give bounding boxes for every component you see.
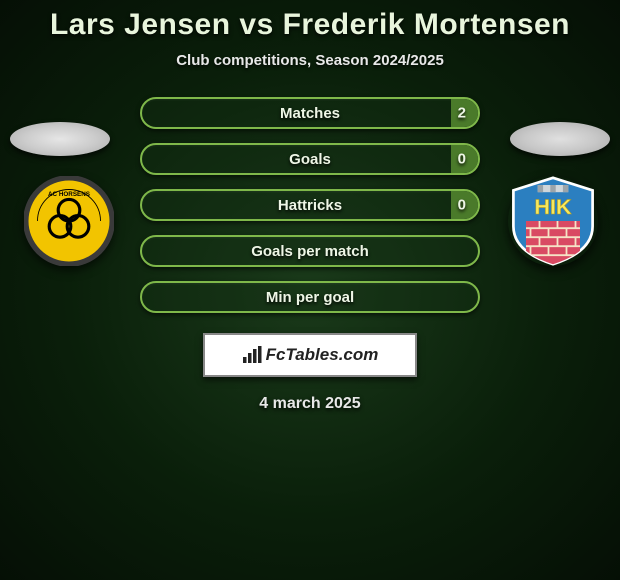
brand-logo: FcTables.com [242, 345, 379, 365]
brand-text: FcTables.com [266, 345, 379, 365]
stat-label: Goals [289, 151, 331, 168]
stat-row-hattricks: Hattricks 0 [140, 189, 480, 221]
club-right-badge: HIK [508, 176, 598, 266]
stat-value-right: 2 [458, 105, 466, 122]
stat-label: Min per goal [266, 289, 354, 306]
svg-text:HIK: HIK [534, 194, 572, 219]
stat-label: Hattricks [278, 197, 342, 214]
player-right-avatar [510, 122, 610, 156]
stat-row-min-per-goal: Min per goal [140, 281, 480, 313]
stat-label: Matches [280, 105, 340, 122]
stat-value-right: 0 [458, 197, 466, 214]
stat-label: Goals per match [251, 243, 369, 260]
page-title: Lars Jensen vs Frederik Mortensen [0, 0, 620, 42]
stats-container: Matches 2 Goals 0 Hattricks 0 Goals per … [140, 97, 480, 313]
club-left-badge: AC HORSENS [24, 176, 114, 266]
stat-row-goals-per-match: Goals per match [140, 235, 480, 267]
player-left-avatar [10, 122, 110, 156]
stat-row-goals: Goals 0 [140, 143, 480, 175]
svg-text:AC HORSENS: AC HORSENS [48, 191, 90, 198]
brand-box[interactable]: FcTables.com [203, 333, 417, 377]
bars-icon [242, 346, 264, 364]
subtitle: Club competitions, Season 2024/2025 [0, 52, 620, 69]
date: 4 march 2025 [0, 395, 620, 413]
stat-value-right: 0 [458, 151, 466, 168]
stat-row-matches: Matches 2 [140, 97, 480, 129]
